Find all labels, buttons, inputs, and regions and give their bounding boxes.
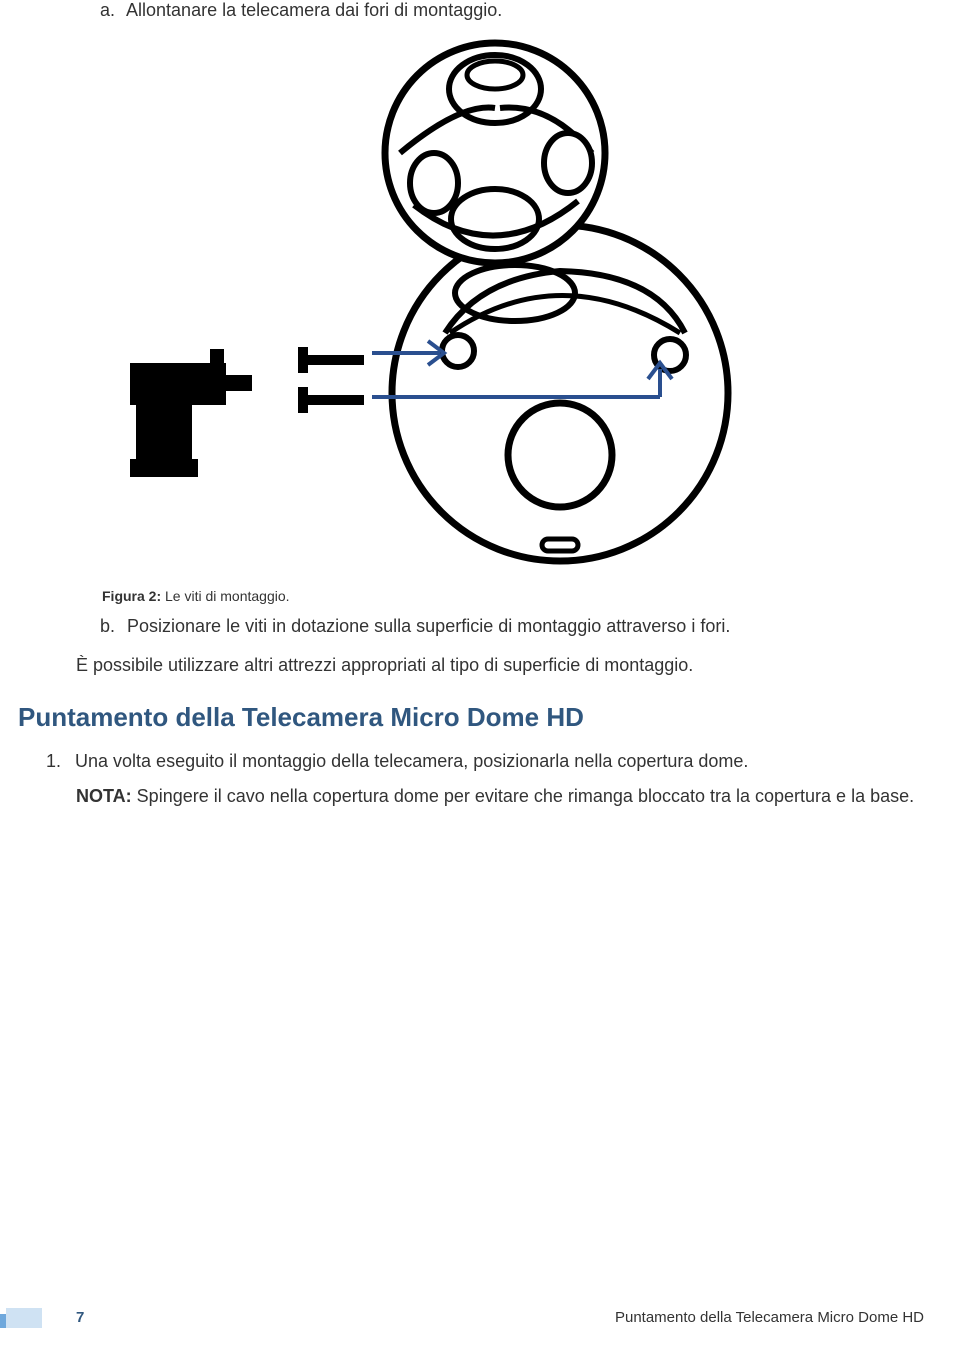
- screws-icon: [298, 347, 364, 413]
- figure-caption: Figura 2: Le viti di montaggio.: [102, 588, 950, 604]
- figure: [100, 33, 950, 578]
- step-b-marker: b.: [100, 616, 122, 637]
- page-content: a. Allontanare la telecamera dai fori di…: [0, 0, 960, 807]
- footer-title: Puntamento della Telecamera Micro Dome H…: [615, 1309, 924, 1326]
- nota-label: NOTA:: [76, 786, 132, 806]
- footer-tab-icon: [6, 1308, 42, 1328]
- step-a: a. Allontanare la telecamera dai fori di…: [100, 0, 950, 21]
- step-a-marker: a.: [100, 0, 122, 21]
- step-1: 1. Una volta eseguito il montaggio della…: [46, 751, 950, 772]
- assembly-diagram-icon: [100, 33, 740, 573]
- page-footer: 7 Puntamento della Telecamera Micro Dome…: [0, 1300, 960, 1328]
- step-1-marker: 1.: [46, 751, 70, 772]
- step-b: b. Posizionare le viti in dotazione sull…: [100, 616, 950, 637]
- paragraph-tools: È possibile utilizzare altri attrezzi ap…: [76, 655, 950, 676]
- step-b-text: Posizionare le viti in dotazione sulla s…: [127, 616, 730, 636]
- figure-caption-label: Figura 2:: [102, 588, 161, 604]
- section-heading: Puntamento della Telecamera Micro Dome H…: [18, 702, 950, 733]
- nota-text: Spingere il cavo nella copertura dome pe…: [137, 786, 914, 806]
- nota: NOTA: Spingere il cavo nella copertura d…: [76, 786, 950, 807]
- footer-page-number: 7: [76, 1309, 84, 1326]
- step-a-text: Allontanare la telecamera dai fori di mo…: [126, 0, 502, 20]
- step-1-text: Una volta eseguito il montaggio della te…: [75, 751, 748, 771]
- drill-icon: [130, 349, 252, 477]
- figure-caption-text: Le viti di montaggio.: [165, 588, 290, 604]
